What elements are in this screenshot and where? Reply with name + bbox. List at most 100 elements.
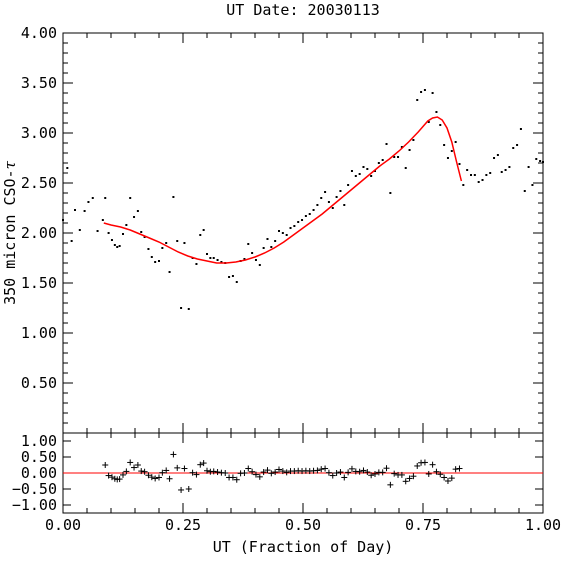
residual-point: [123, 468, 130, 475]
main-plot-frame: [62, 32, 544, 434]
data-point: [308, 213, 311, 215]
fit-curve-group: [103, 116, 463, 264]
data-point: [385, 143, 388, 145]
y-axis-title: 350 micron CSO-τ: [1, 160, 19, 304]
data-point: [235, 281, 238, 283]
data-point: [477, 181, 480, 183]
residual-point: [414, 462, 421, 469]
data-point: [358, 173, 361, 175]
data-point: [129, 197, 132, 199]
residual-point: [333, 470, 340, 476]
data-point: [150, 256, 153, 258]
data-point: [161, 247, 164, 249]
data-point: [485, 174, 488, 176]
data-point: [183, 242, 186, 244]
residual-point: [441, 474, 448, 481]
data-point: [116, 246, 119, 248]
residual-point: [189, 469, 196, 476]
residual-point: [252, 471, 259, 478]
residual-point: [425, 470, 432, 477]
x-tick-label: 0.50: [285, 516, 321, 534]
data-point: [416, 99, 419, 101]
x-tick-label: 1.00: [525, 516, 561, 534]
residual-point: [249, 468, 256, 475]
data-point: [187, 308, 190, 310]
residual-point: [178, 486, 185, 493]
residual-point: [272, 469, 279, 476]
residual-point: [166, 475, 173, 482]
data-point: [343, 204, 346, 206]
residual-point: [429, 461, 436, 468]
data-point: [535, 158, 538, 160]
residual-point: [256, 473, 263, 480]
data-point: [143, 236, 146, 238]
data-point: [133, 216, 136, 218]
data-point: [262, 247, 265, 249]
data-point: [489, 172, 492, 174]
data-point: [285, 234, 288, 236]
data-point: [527, 166, 530, 168]
data-point: [427, 121, 430, 123]
residual-point: [197, 461, 204, 468]
data-point: [304, 215, 307, 217]
data-point: [354, 175, 357, 177]
data-point: [420, 91, 423, 93]
residual-point: [360, 467, 367, 474]
data-point: [118, 245, 121, 247]
data-point: [101, 219, 104, 221]
data-point: [519, 128, 522, 130]
data-point: [74, 209, 76, 211]
residual-point: [322, 465, 329, 472]
residual-point: [156, 474, 162, 481]
x-tick-label: 0.75: [405, 516, 441, 534]
data-point: [339, 190, 342, 192]
residual-point: [391, 470, 398, 477]
fit-curve: [103, 116, 463, 264]
residual-point: [152, 475, 159, 482]
data-point: [301, 219, 304, 221]
data-point: [443, 144, 446, 146]
data-point: [366, 168, 369, 170]
data-point: [400, 146, 403, 148]
residual-point: [448, 475, 455, 482]
residual-point: [337, 469, 344, 476]
data-point: [316, 204, 319, 206]
data-point: [500, 171, 503, 173]
data-point: [381, 159, 384, 161]
residual-y-tick-label: −1.00: [12, 496, 57, 514]
data-point: [247, 243, 250, 245]
y-tick-label: 2.50: [21, 174, 57, 192]
residual-point: [116, 476, 123, 483]
residual-point: [241, 470, 248, 476]
y-axis-title-tau: τ: [1, 160, 19, 169]
residual-point: [138, 468, 145, 475]
residual-point: [437, 471, 444, 478]
y-tick-label: 1.50: [21, 274, 57, 292]
data-point: [508, 166, 511, 168]
residual-point: [260, 469, 267, 476]
data-point: [202, 229, 205, 231]
data-point: [206, 253, 208, 255]
residual-point: [433, 468, 440, 475]
data-point: [78, 229, 81, 231]
data-point: [165, 242, 168, 244]
data-point: [454, 141, 457, 143]
residual-point: [268, 470, 275, 477]
data-point: [107, 232, 110, 234]
data-point: [435, 111, 438, 113]
residual-point: [383, 465, 390, 472]
residual-point: [214, 469, 221, 476]
data-point: [158, 260, 160, 262]
y-tick-label: 1.00: [21, 324, 57, 342]
data-point: [347, 184, 350, 186]
data-point: [91, 197, 94, 199]
residual-point: [456, 465, 463, 472]
data-point: [331, 207, 334, 209]
residual-point: [452, 466, 459, 473]
residual-point: [364, 469, 371, 476]
data-point: [531, 184, 534, 186]
data-point: [350, 170, 353, 172]
residual-point: [210, 468, 217, 475]
data-point: [408, 149, 411, 151]
residual-y-tick-label: −0.50: [12, 480, 57, 498]
